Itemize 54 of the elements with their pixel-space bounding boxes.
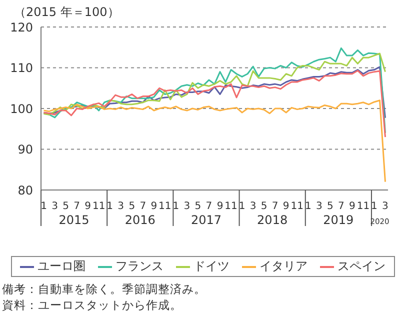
x-tick-label: 1 (238, 201, 246, 212)
x-tick-label: 3 (382, 201, 388, 212)
x-tick-label: 7 (338, 201, 344, 212)
x-tick-label: 1 (40, 201, 47, 212)
y-tick-label: 100 (10, 102, 33, 116)
line-series (43, 100, 386, 183)
x-tick-label: 1 (106, 201, 114, 212)
x-tick-label: 5 (128, 201, 136, 212)
x-tick-label: 3 (184, 201, 190, 212)
line-series (43, 70, 386, 138)
x-tick-label: 5 (326, 201, 334, 212)
x-tick-label: 9 (150, 201, 158, 212)
x-tick-label: 3 (118, 201, 124, 212)
y-tick-label: 90 (18, 142, 33, 157)
x-tick-label: 11 (356, 201, 370, 212)
legend-label: ユーロ圏 (36, 258, 86, 275)
x-tick-label: 7 (272, 201, 278, 212)
text: 2019 (323, 213, 354, 227)
x-tick-label: 5 (62, 201, 69, 212)
legend-label: イタリア (258, 258, 308, 275)
x-tick-label: 11 (158, 201, 172, 212)
x-tick-label: 7 (206, 201, 212, 212)
x-tick-label: 11 (92, 201, 106, 212)
x-tick-label: 9 (216, 201, 224, 212)
x-tick-label: 7 (74, 201, 80, 212)
x-tick-label: 3 (250, 201, 256, 212)
text: 2016 (124, 213, 156, 227)
x-tick-label: 9 (282, 201, 290, 212)
text: 資料：ユーロスタットから作成。 (2, 297, 183, 313)
x-tick-label: 9 (84, 201, 92, 212)
text: 2015 (58, 213, 90, 227)
line-series (43, 52, 386, 116)
x-tick-label: 9 (349, 201, 356, 212)
x-tick-label: 5 (260, 201, 268, 212)
legend-label: フランス (114, 258, 164, 275)
y-tick-label: 80 (18, 183, 33, 198)
legend-label: ドイツ (192, 258, 230, 275)
text: 備考：自動車を除く。季節調整済み。 (2, 281, 207, 297)
x-tick-label: 3 (52, 201, 58, 212)
text: 2017 (190, 213, 222, 227)
x-tick-label: 1 (304, 201, 312, 212)
x-tick-label: 1 (172, 201, 180, 212)
x-tick-label: 3 (316, 201, 322, 212)
x-tick-label: 11 (224, 201, 238, 212)
x-tick-label: 11 (290, 201, 304, 212)
x-tick-label: 7 (140, 201, 146, 212)
y-axis-title: （2015 年＝100） (14, 4, 120, 21)
y-tick-label: 120 (10, 20, 33, 34)
legend-label: スペイン (336, 258, 386, 275)
text: 2018 (257, 213, 288, 227)
y-tick-label: 110 (10, 61, 33, 76)
line-series (43, 47, 386, 134)
x-tick-label: 5 (194, 201, 202, 212)
x-tick-label: 1 (371, 201, 378, 212)
